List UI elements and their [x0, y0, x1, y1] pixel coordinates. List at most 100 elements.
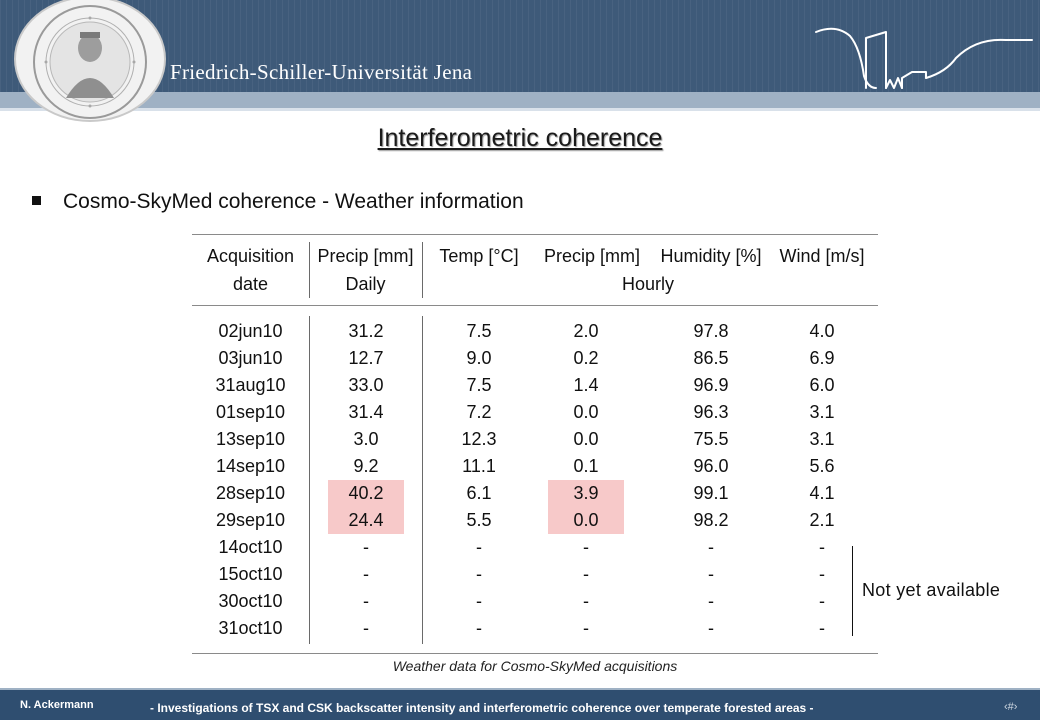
footer-author: N. Ackermann: [20, 699, 94, 711]
header-separator: [309, 242, 310, 298]
slide-number: ‹#›: [1004, 701, 1018, 713]
table-cell: 11.1: [462, 456, 496, 476]
table-caption: Weather data for Cosmo-SkyMed acquisitio…: [392, 658, 678, 674]
table-cell: -: [583, 591, 589, 611]
table-cell-date: 14sep10: [215, 456, 286, 476]
university-name: Friedrich-Schiller-Universität Jena: [170, 60, 473, 84]
header-separator: [422, 242, 423, 298]
header-precip-daily: Precip [mm] Daily: [309, 242, 422, 298]
table-cell-date: 15oct10: [218, 564, 283, 584]
table-cell: 3.1: [809, 402, 835, 422]
table-cell: 0.0: [573, 402, 599, 422]
table-cell-date: 13sep10: [215, 429, 286, 449]
table-cell: -: [363, 591, 369, 611]
table-cell: -: [583, 618, 589, 638]
weather-table: Acquisition date Precip [mm] Daily Temp …: [192, 234, 878, 654]
table-cell-date: 02jun10: [218, 321, 283, 341]
table-header-rule: [192, 305, 878, 306]
header-wind: Wind [m/s]: [779, 246, 865, 266]
table-cell: -: [476, 564, 482, 584]
table-cell: 0.0: [548, 507, 624, 534]
header-precip-daily-line2: Daily: [345, 274, 386, 294]
table-cell: 33.0: [348, 375, 384, 395]
not-available-note: Not yet available: [862, 580, 1001, 600]
table-cell: 4.1: [809, 483, 835, 503]
header-hourly: Hourly: [621, 274, 674, 294]
footer-band: [0, 690, 1040, 720]
table-cell: 5.5: [466, 510, 492, 530]
table-cell-date: 30oct10: [218, 591, 283, 611]
header-humidity: Humidity [%]: [660, 246, 762, 266]
table-cell: 6.1: [466, 483, 492, 503]
table-cell: -: [363, 618, 369, 638]
table-cell: 75.5: [693, 429, 729, 449]
table-cell-date: 03jun10: [218, 348, 283, 368]
table-cell: 2.0: [573, 321, 599, 341]
table-cell: 7.2: [466, 402, 492, 422]
table-cell: -: [708, 591, 714, 611]
table-cell: 31.2: [348, 321, 384, 341]
table-cell: -: [708, 618, 714, 638]
table-cell: -: [363, 564, 369, 584]
table-cell: 9.0: [466, 348, 492, 368]
header-precip-hourly: Precip [mm]: [543, 246, 640, 266]
table-cell: -: [708, 564, 714, 584]
table-cell: 2.1: [809, 510, 835, 530]
header-acquisition-line1: Acquisition: [206, 246, 295, 266]
table-cell: 40.2: [328, 480, 404, 507]
table-cell: 9.2: [353, 456, 379, 476]
table-cell: 6.0: [809, 375, 835, 395]
table-cell: 4.0: [809, 321, 835, 341]
table-cell: 98.2: [693, 510, 729, 530]
table-cell: 5.6: [809, 456, 835, 476]
footer-title: - Investigations of TSX and CSK backscat…: [150, 701, 814, 715]
university-seal-logo: [14, 0, 166, 122]
table-cell-date: 14oct10: [218, 537, 283, 557]
table-cell: -: [819, 618, 825, 638]
table-cell: 24.4: [328, 507, 404, 534]
table-cell: 96.0: [693, 456, 729, 476]
table-cell: 0.1: [573, 456, 599, 476]
table-cell: -: [819, 591, 825, 611]
header-temp: Temp [°C]: [439, 246, 519, 266]
table-cell: 96.9: [693, 375, 729, 395]
table-cell-date: 31aug10: [215, 375, 286, 395]
table-cell: 86.5: [693, 348, 729, 368]
table-cell-date: 29sep10: [215, 510, 286, 530]
table-cell: 7.5: [466, 321, 492, 341]
header-divider: [0, 108, 1040, 111]
table-cell: 96.3: [693, 402, 729, 422]
table-cell-date: 28sep10: [215, 483, 286, 503]
table-cell: -: [363, 537, 369, 557]
table-cell: -: [819, 537, 825, 557]
table-cell: -: [476, 618, 482, 638]
jena-skyline-logo: [815, 27, 1033, 89]
table-cell: 99.1: [693, 483, 729, 503]
square-bullet-icon: [32, 195, 41, 205]
table-cell: 6.9: [809, 348, 835, 368]
header-acquisition: Acquisition date: [192, 242, 309, 298]
table-bottom-rule: [192, 653, 878, 654]
table-cell-date: 01sep10: [215, 402, 286, 422]
table-cell: 12.3: [461, 429, 497, 449]
header-acquisition-line2: date: [232, 274, 269, 294]
table-cell: 1.4: [573, 375, 599, 395]
table-cell-date: 31oct10: [218, 618, 283, 638]
column-separator: [422, 316, 423, 644]
header-precip-daily-line1: Precip [mm]: [317, 246, 414, 266]
table-cell: -: [476, 537, 482, 557]
table-top-rule: [192, 234, 878, 235]
table-cell: 7.5: [466, 375, 492, 395]
table-cell: -: [583, 564, 589, 584]
table-cell: 97.8: [693, 321, 729, 341]
slide-title: Interferometric coherence: [377, 124, 663, 152]
bullet-text: Cosmo-SkyMed coherence - Weather informa…: [63, 190, 524, 213]
table-cell: 31.4: [348, 402, 384, 422]
table-cell: 3.9: [548, 480, 624, 507]
bullet-item: Cosmo-SkyMed coherence - Weather informa…: [32, 190, 524, 214]
table-cell: 0.0: [573, 429, 599, 449]
table-cell: -: [476, 591, 482, 611]
table-cell: 0.2: [573, 348, 599, 368]
availability-bracket: [852, 546, 853, 636]
table-cell: -: [708, 537, 714, 557]
